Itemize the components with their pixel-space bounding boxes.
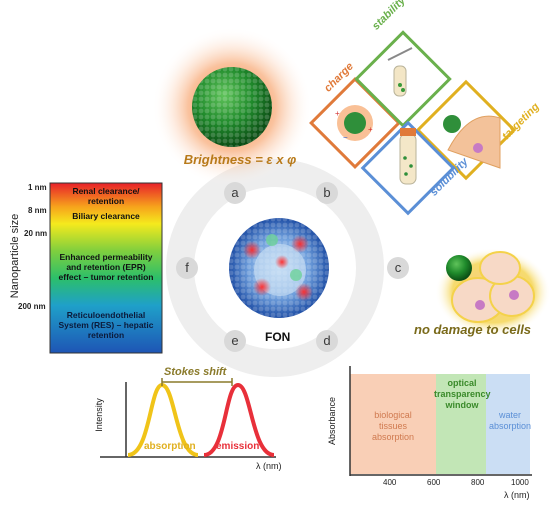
xtick-800: 800 [471, 478, 485, 487]
tick-20nm: 20 nm [24, 229, 48, 238]
stokes-xlabel: λ (nm) [256, 461, 282, 471]
dye-spot [275, 255, 289, 269]
absorption-label: absorption [144, 441, 196, 452]
cell-nucleus [475, 300, 485, 310]
cell-nucleus [509, 290, 519, 300]
label-d: d [316, 330, 338, 352]
region-res: Reticuloendothelial System (RES) – hepat… [58, 310, 154, 340]
tick-200nm: 200 nm [18, 302, 46, 311]
tick-8nm: 8 nm [28, 206, 47, 215]
region-bio [350, 374, 436, 474]
tick-1nm: 1 nm [28, 183, 47, 192]
window-plot [349, 366, 532, 476]
dye-spot [295, 283, 313, 301]
xtick-1000: 1000 [511, 478, 529, 487]
nanoparticle-texture [192, 67, 272, 147]
emission-curve [203, 382, 275, 457]
dye-spot [253, 278, 271, 296]
solubility-diamond [360, 120, 456, 216]
window-ylabel: Absorbance [327, 396, 338, 446]
svg-text:+: + [368, 125, 373, 134]
size-axis-title: Nanoparticle size [9, 213, 21, 299]
region-renal: Renal clearance/ retention [72, 186, 140, 206]
stokes-plot [100, 378, 276, 458]
label-e: e [224, 330, 246, 352]
targeting-diamond [415, 79, 517, 181]
stokes-ylabel: Intensity [93, 398, 104, 432]
brightness-label: Brightness = ε x φ [183, 152, 297, 167]
region-optical [436, 374, 486, 474]
label-f: f [176, 257, 198, 279]
xtick-400: 400 [383, 478, 397, 487]
dye-spot [291, 235, 309, 253]
cell [479, 251, 521, 285]
region-water [486, 374, 530, 474]
region-optical-label: optical transparency window [434, 378, 491, 410]
label-b: b [316, 182, 338, 204]
fon-label: FON [265, 330, 291, 344]
stokes-title: Stokes shift [164, 366, 227, 378]
stability-diamond [354, 30, 452, 128]
emission-label: emission [216, 441, 260, 452]
label-a: a [224, 182, 246, 204]
small-nanoparticle [446, 255, 472, 281]
size-scale-bar [49, 182, 163, 354]
dye-spot [243, 241, 261, 259]
cells-caption: no damage to cells [414, 322, 532, 337]
svg-text:−: − [343, 133, 348, 142]
xtick-600: 600 [427, 478, 441, 487]
region-biliary: Biliary clearance [72, 211, 140, 221]
region-water-label: water absorption [488, 410, 532, 431]
label-c: c [387, 257, 409, 279]
region-epr: Enhanced permeability and retention (EPR… [58, 252, 154, 282]
window-xlabel: λ (nm) [504, 490, 530, 500]
region-bio-label: biological tissues absorption [371, 410, 415, 442]
svg-text:+: + [335, 109, 340, 118]
